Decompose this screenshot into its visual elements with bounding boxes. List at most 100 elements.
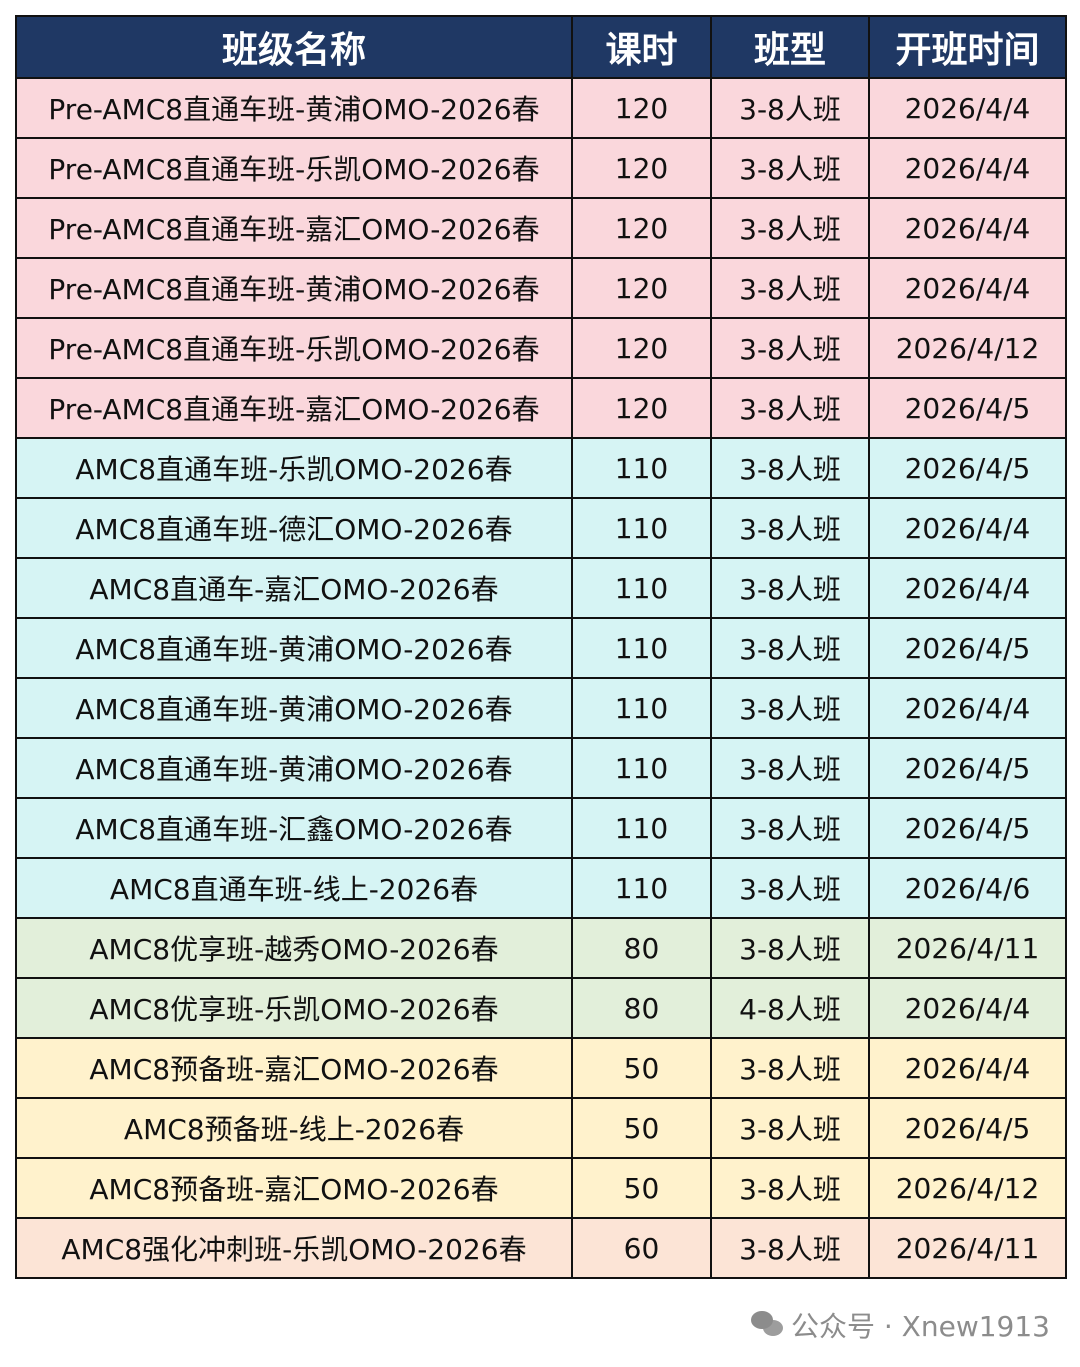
class-schedule-table: 班级名称 课时 班型 开班时间 Pre-AMC8直通车班-黄浦OMO-2026春…	[15, 15, 1067, 1279]
cell-class-size: 3-8人班	[710, 617, 870, 679]
cell-class-size: 3-8人班	[710, 497, 870, 559]
cell-hours: 120	[571, 77, 712, 139]
cell-hours: 120	[571, 197, 712, 259]
cell-class-name: AMC8直通车-嘉汇OMO-2026春	[15, 557, 573, 619]
table-row: Pre-AMC8直通车班-黄浦OMO-2026春 120 3-8人班 2026/4/4	[15, 257, 1067, 319]
table-row: Pre-AMC8直通车班-黄浦OMO-2026春 120 3-8人班 2026/4/4	[15, 77, 1067, 139]
cell-class-size: 3-8人班	[710, 1037, 870, 1099]
header-class-size: 班型	[710, 15, 870, 79]
cell-class-size: 3-8人班	[710, 917, 870, 979]
cell-start-date: 2026/4/11	[868, 1217, 1067, 1279]
cell-hours: 110	[571, 677, 712, 739]
watermark-text: 公众号 · Xnew1913	[790, 1310, 1050, 1343]
table-row: AMC8直通车班-线上-2026春 110 3-8人班 2026/4/6	[15, 857, 1067, 919]
table-row: AMC8直通车-嘉汇OMO-2026春 110 3-8人班 2026/4/4	[15, 557, 1067, 619]
table-row: Pre-AMC8直通车班-乐凯OMO-2026春 120 3-8人班 2026/4/4	[15, 137, 1067, 199]
cell-hours: 120	[571, 377, 712, 439]
cell-class-size: 3-8人班	[710, 737, 870, 799]
cell-start-date: 2026/4/4	[868, 677, 1067, 739]
cell-class-name: AMC8优享班-越秀OMO-2026春	[15, 917, 573, 979]
cell-class-size: 3-8人班	[710, 437, 870, 499]
table-row: AMC8直通车班-黄浦OMO-2026春 110 3-8人班 2026/4/4	[15, 677, 1067, 739]
cell-class-name: AMC8预备班-嘉汇OMO-2026春	[15, 1037, 573, 1099]
cell-class-name: AMC8直通车班-黄浦OMO-2026春	[15, 677, 573, 739]
cell-hours: 110	[571, 857, 712, 919]
cell-class-size: 3-8人班	[710, 377, 870, 439]
cell-class-name: Pre-AMC8直通车班-黄浦OMO-2026春	[15, 257, 573, 319]
cell-class-name: AMC8直通车班-乐凯OMO-2026春	[15, 437, 573, 499]
cell-class-name: Pre-AMC8直通车班-乐凯OMO-2026春	[15, 137, 573, 199]
cell-start-date: 2026/4/5	[868, 737, 1067, 799]
cell-class-size: 3-8人班	[710, 857, 870, 919]
cell-class-name: Pre-AMC8直通车班-黄浦OMO-2026春	[15, 77, 573, 139]
table-row: Pre-AMC8直通车班-嘉汇OMO-2026春 120 3-8人班 2026/4/4	[15, 197, 1067, 259]
cell-class-name: AMC8优享班-乐凯OMO-2026春	[15, 977, 573, 1039]
cell-hours: 80	[571, 917, 712, 979]
cell-class-size: 4-8人班	[710, 977, 870, 1039]
cell-hours: 110	[571, 437, 712, 499]
cell-start-date: 2026/4/5	[868, 377, 1067, 439]
table-row: AMC8优享班-越秀OMO-2026春 80 3-8人班 2026/4/11	[15, 917, 1067, 979]
cell-hours: 50	[571, 1037, 712, 1099]
table-row: AMC8预备班-嘉汇OMO-2026春 50 3-8人班 2026/4/4	[15, 1037, 1067, 1099]
cell-class-name: AMC8预备班-线上-2026春	[15, 1097, 573, 1159]
watermark: 公众号 · Xnew1913	[750, 1305, 1050, 1345]
cell-hours: 80	[571, 977, 712, 1039]
cell-start-date: 2026/4/4	[868, 257, 1067, 319]
table-row: AMC8直通车班-黄浦OMO-2026春 110 3-8人班 2026/4/5	[15, 617, 1067, 679]
cell-class-name: AMC8直通车班-黄浦OMO-2026春	[15, 737, 573, 799]
cell-class-size: 3-8人班	[710, 77, 870, 139]
cell-class-size: 3-8人班	[710, 677, 870, 739]
table-row: AMC8直通车班-黄浦OMO-2026春 110 3-8人班 2026/4/5	[15, 737, 1067, 799]
cell-start-date: 2026/4/4	[868, 557, 1067, 619]
cell-hours: 110	[571, 557, 712, 619]
table-row: Pre-AMC8直通车班-乐凯OMO-2026春 120 3-8人班 2026/4/1…	[15, 317, 1067, 379]
table-row: AMC8直通车班-汇鑫OMO-2026春 110 3-8人班 2026/4/5	[15, 797, 1067, 859]
cell-class-name: AMC8强化冲刺班-乐凯OMO-2026春	[15, 1217, 573, 1279]
table-row: AMC8直通车班-德汇OMO-2026春 110 3-8人班 2026/4/4	[15, 497, 1067, 559]
cell-class-size: 3-8人班	[710, 257, 870, 319]
cell-hours: 110	[571, 797, 712, 859]
cell-start-date: 2026/4/4	[868, 977, 1067, 1039]
cell-hours: 60	[571, 1217, 712, 1279]
cell-hours: 50	[571, 1097, 712, 1159]
cell-class-size: 3-8人班	[710, 1157, 870, 1219]
cell-hours: 110	[571, 737, 712, 799]
cell-start-date: 2026/4/5	[868, 437, 1067, 499]
cell-class-name: Pre-AMC8直通车班-乐凯OMO-2026春	[15, 317, 573, 379]
cell-class-name: AMC8直通车班-黄浦OMO-2026春	[15, 617, 573, 679]
cell-class-name: Pre-AMC8直通车班-嘉汇OMO-2026春	[15, 197, 573, 259]
cell-class-size: 3-8人班	[710, 1217, 870, 1279]
cell-start-date: 2026/4/4	[868, 137, 1067, 199]
cell-class-size: 3-8人班	[710, 197, 870, 259]
table-body: Pre-AMC8直通车班-黄浦OMO-2026春 120 3-8人班 2026/4/4…	[15, 77, 1067, 1279]
cell-start-date: 2026/4/5	[868, 797, 1067, 859]
cell-class-name: AMC8预备班-嘉汇OMO-2026春	[15, 1157, 573, 1219]
table-row: AMC8直通车班-乐凯OMO-2026春 110 3-8人班 2026/4/5	[15, 437, 1067, 499]
cell-hours: 120	[571, 257, 712, 319]
cell-start-date: 2026/4/4	[868, 197, 1067, 259]
header-hours: 课时	[571, 15, 712, 79]
cell-start-date: 2026/4/4	[868, 77, 1067, 139]
table-row: Pre-AMC8直通车班-嘉汇OMO-2026春 120 3-8人班 2026/4/5	[15, 377, 1067, 439]
cell-start-date: 2026/4/12	[868, 1157, 1067, 1219]
wechat-icon	[750, 1311, 785, 1339]
table-row: AMC8强化冲刺班-乐凯OMO-2026春 60 3-8人班 2026/4/11	[15, 1217, 1067, 1279]
table-row: AMC8预备班-线上-2026春 50 3-8人班 2026/4/5	[15, 1097, 1067, 1159]
cell-class-name: AMC8直通车班-汇鑫OMO-2026春	[15, 797, 573, 859]
cell-start-date: 2026/4/11	[868, 917, 1067, 979]
header-start-date: 开班时间	[868, 15, 1067, 79]
cell-class-name: AMC8直通车班-德汇OMO-2026春	[15, 497, 573, 559]
cell-hours: 120	[571, 137, 712, 199]
cell-class-name: AMC8直通车班-线上-2026春	[15, 857, 573, 919]
cell-class-size: 3-8人班	[710, 317, 870, 379]
table-row: AMC8预备班-嘉汇OMO-2026春 50 3-8人班 2026/4/12	[15, 1157, 1067, 1219]
cell-class-size: 3-8人班	[710, 557, 870, 619]
cell-start-date: 2026/4/4	[868, 1037, 1067, 1099]
cell-class-size: 3-8人班	[710, 137, 870, 199]
header-class-name: 班级名称	[15, 15, 573, 79]
cell-start-date: 2026/4/5	[868, 617, 1067, 679]
cell-class-size: 3-8人班	[710, 1097, 870, 1159]
cell-class-name: Pre-AMC8直通车班-嘉汇OMO-2026春	[15, 377, 573, 439]
table-row: AMC8优享班-乐凯OMO-2026春 80 4-8人班 2026/4/4	[15, 977, 1067, 1039]
